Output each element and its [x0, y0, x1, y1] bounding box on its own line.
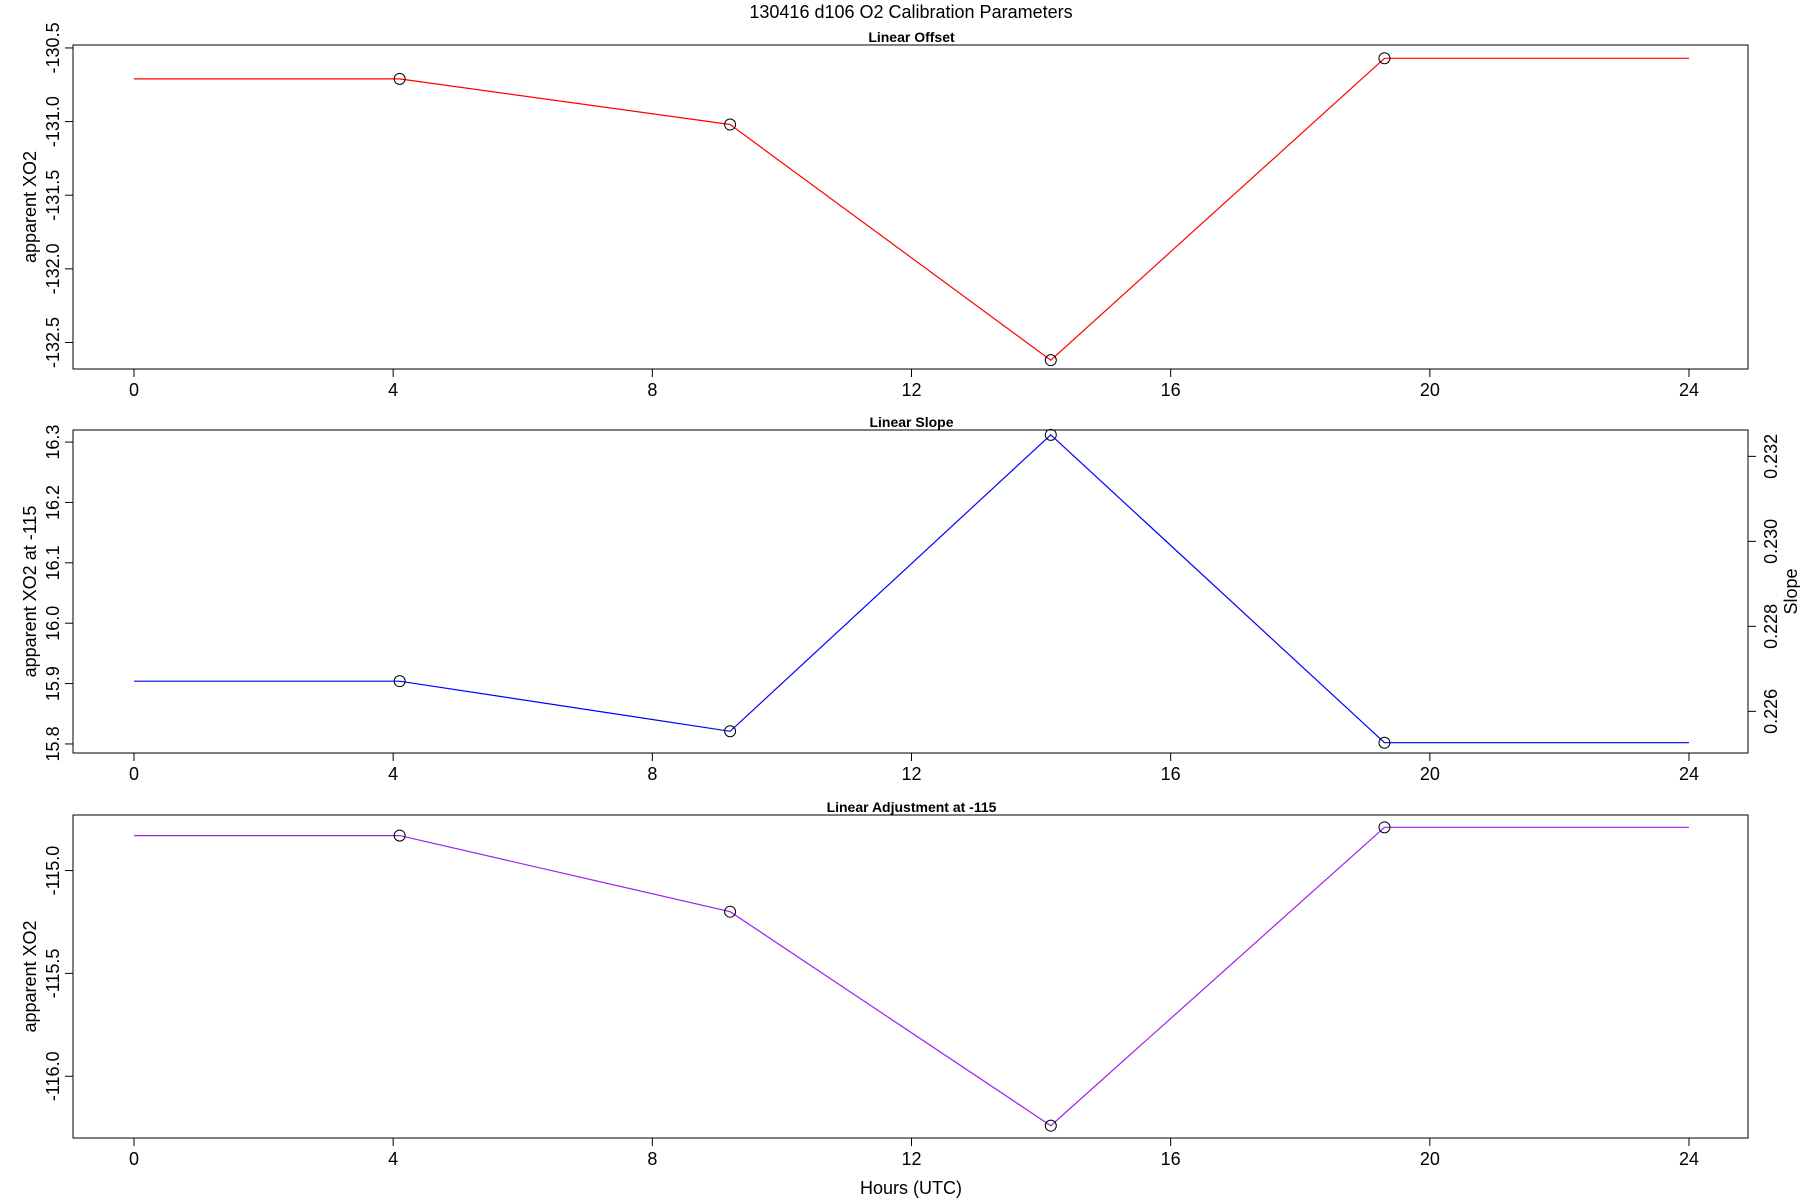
data-point-marker	[724, 118, 737, 131]
y-axis-label: apparent XO2 at -115	[20, 506, 40, 678]
data-point-marker	[393, 675, 406, 688]
x-tick-label: 0	[129, 380, 139, 400]
panel-2: Linear Slope 0 4 8 12 16 20 24 15.8 15.9 16.0 16.1 1…	[20, 414, 1800, 784]
series-line	[134, 433, 1689, 744]
x-tick-label: 16	[1161, 764, 1181, 784]
data-point-marker	[1378, 52, 1391, 65]
panel-1: Linear Offset 0 4 8 12 16 20 24 -132.5 -132.0 -131…	[20, 22, 1749, 400]
panel-title: Linear Slope	[869, 414, 953, 430]
data-point-marker	[1044, 428, 1057, 441]
y-tick-label: -115.0	[43, 846, 63, 896]
x-tick-label: 4	[388, 764, 398, 784]
plot-frame	[72, 814, 1749, 1139]
data-point-marker	[1378, 821, 1391, 834]
x-tick-label: 8	[647, 764, 657, 784]
x-tick-label: 20	[1420, 380, 1440, 400]
panel-title: Linear Adjustment at -115	[827, 799, 997, 815]
y-tick-label: -131.0	[43, 96, 63, 147]
x-tick-label: 0	[129, 1149, 139, 1169]
series-line	[134, 57, 1689, 361]
y-tick-label: -131.5	[43, 170, 63, 221]
y2-axis-label: Slope	[1781, 568, 1800, 614]
x-tick-label: 16	[1161, 1149, 1181, 1169]
x-axis-label: Hours (UTC)	[860, 1178, 962, 1198]
y-tick-label: -130.5	[43, 22, 63, 73]
data-point-marker	[393, 829, 406, 842]
y-tick-label: -132.0	[43, 243, 63, 294]
y-tick-label: -132.5	[43, 317, 63, 368]
x-tick-label: 4	[388, 380, 398, 400]
y-axis-label: apparent XO2	[20, 920, 40, 1032]
x-tick-label: 8	[647, 1149, 657, 1169]
x-tick-label: 12	[901, 764, 921, 784]
plot-frame	[72, 44, 1749, 370]
data-point-marker	[1044, 1119, 1057, 1132]
y-tick-label: 16.2	[43, 485, 63, 520]
data-point-marker	[1044, 354, 1057, 367]
y2-tick-label: 0.232	[1761, 434, 1781, 479]
y-tick-label: 16.3	[43, 425, 63, 460]
data-point-marker	[393, 72, 406, 85]
y2-tick-label: 0.228	[1761, 604, 1781, 649]
panels: Linear Offset 0 4 8 12 16 20 24 -132.5 -132.0 -131…	[20, 22, 1800, 1169]
data-point-marker	[724, 905, 737, 918]
y-tick-label: 15.8	[43, 726, 63, 761]
x-tick-label: 12	[901, 1149, 921, 1169]
series-line	[134, 826, 1689, 1127]
x-tick-label: 12	[901, 380, 921, 400]
data-point-marker	[1378, 736, 1391, 749]
panel-3: Linear Adjustment at -115 0 4 8 12 16 20 24 -116…	[20, 799, 1749, 1169]
x-tick-label: 24	[1679, 1149, 1699, 1169]
panel-title: Linear Offset	[868, 29, 955, 45]
y-tick-label: 16.0	[43, 606, 63, 641]
x-tick-label: 8	[647, 380, 657, 400]
y-tick-label: 16.1	[43, 545, 63, 580]
x-tick-label: 0	[129, 764, 139, 784]
x-tick-label: 4	[388, 1149, 398, 1169]
x-tick-label: 24	[1679, 380, 1699, 400]
y-axis-label: apparent XO2	[20, 151, 40, 263]
y-tick-label: -116.0	[43, 1051, 63, 1101]
y-tick-label: -115.5	[43, 949, 63, 999]
y-tick-label: 15.9	[43, 666, 63, 701]
x-tick-label: 20	[1420, 1149, 1440, 1169]
x-tick-label: 20	[1420, 764, 1440, 784]
figure-title: 130416 d106 O2 Calibration Parameters	[749, 2, 1072, 22]
x-tick-label: 24	[1679, 764, 1699, 784]
plot-frame	[72, 429, 1749, 754]
y2-tick-label: 0.230	[1761, 519, 1781, 564]
x-tick-label: 16	[1161, 380, 1181, 400]
data-point-marker	[724, 725, 737, 738]
y2-tick-label: 0.226	[1761, 689, 1781, 734]
